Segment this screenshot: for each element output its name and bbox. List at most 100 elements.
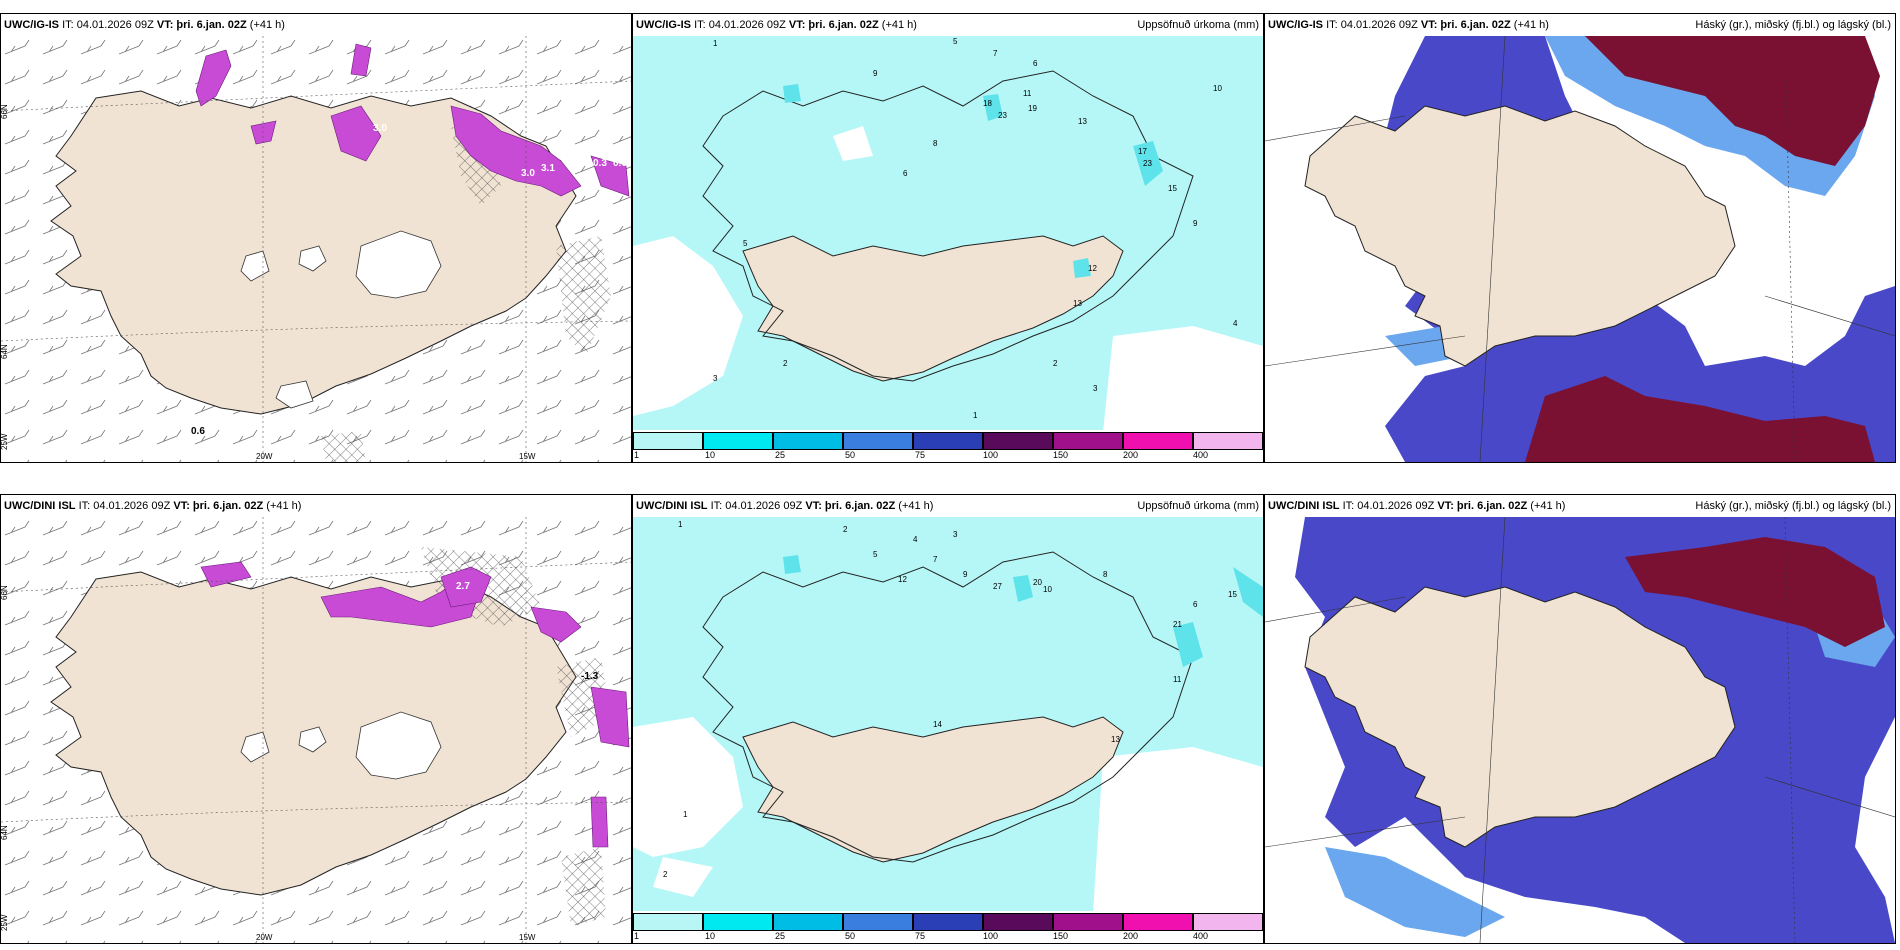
precip-map-panel-bottom: UWC/DINI ISL IT: 04.01.2026 09Z VT: þri.… — [632, 494, 1264, 944]
precip-magenta — [195, 43, 630, 197]
svg-text:10: 10 — [1213, 84, 1222, 93]
colorbar-swatch — [983, 432, 1053, 450]
valid-time: VT: þri. 6.jan. 02Z — [1437, 500, 1528, 512]
colorbar-tick: 75 — [915, 931, 926, 941]
init-time: IT: 04.01.2026 09Z — [694, 19, 786, 31]
svg-text:6: 6 — [903, 169, 908, 178]
grid-lines — [1265, 517, 1895, 943]
wind-map-panel-bottom: UWC/DINI ISL IT: 04.01.2026 09Z VT: þri.… — [0, 494, 632, 944]
high-cloud — [1625, 537, 1885, 647]
glaciers — [240, 711, 442, 780]
colorbar-swatch — [1123, 432, 1193, 450]
lat-label-66: 66N — [1, 585, 9, 600]
svg-text:1: 1 — [678, 520, 683, 529]
iceland-land — [742, 716, 1124, 863]
wind-map-panel-top: UWC/IG-IS IT: 04.01.2026 09Z VT: þri. 6.… — [0, 13, 632, 463]
valid-time: VT: þri. 6.jan. 02Z — [156, 19, 247, 31]
panel-title: UWC/IG-IS IT: 04.01.2026 09Z VT: þri. 6.… — [1265, 14, 1895, 36]
model-name: UWC/IG-IS — [636, 19, 691, 31]
colorbar-tick: 150 — [1053, 450, 1069, 460]
svg-text:6: 6 — [1193, 600, 1198, 609]
lon-label-25: 25W — [1, 433, 9, 450]
svg-text:1: 1 — [683, 810, 688, 819]
colorbar-swatch — [843, 913, 913, 931]
cloud-map-panel-bottom: UWC/DINI ISL IT: 04.01.2026 09Z VT: þri.… — [1264, 494, 1896, 944]
colorbar-tick: 100 — [983, 450, 999, 460]
lead-time: (+41 h) — [898, 500, 934, 512]
product-name: Uppsöfnuð úrkoma (mm) — [1137, 500, 1259, 512]
svg-text:12: 12 — [1088, 264, 1097, 273]
precip-colorbar: 1 10 25 50 75 100 150 200 400 — [633, 430, 1263, 462]
colorbar-swatch — [633, 432, 703, 450]
wind-value: 2.7 — [456, 581, 470, 592]
wind-value: 3.1 — [541, 163, 555, 174]
colorbar-tick: 200 — [1123, 931, 1139, 941]
iceland-coastline — [702, 551, 1194, 863]
model-name: UWC/DINI ISL — [4, 500, 76, 512]
svg-text:14: 14 — [933, 720, 942, 729]
colorbar-tick: 1 — [634, 450, 640, 460]
product-name: Háský (gr.), miðský (fj.bl.) og lágský (… — [1695, 19, 1891, 31]
lon-label-25: 25W — [1, 914, 9, 931]
wind-map[interactable]: 66N 64N 25W 20W 15W -1.3 2.7 1.0 — [1, 517, 631, 943]
svg-text:1: 1 — [973, 411, 978, 420]
model-name: UWC/DINI ISL — [636, 500, 708, 512]
valid-time: VT: þri. 6.jan. 02Z — [1420, 19, 1511, 31]
svg-text:1: 1 — [713, 39, 718, 48]
colorbar-tick: 150 — [1053, 931, 1069, 941]
colorbar-tick: 25 — [775, 450, 786, 460]
wind-value: 3.0 — [521, 168, 535, 179]
high-cloud — [1525, 36, 1880, 462]
colorbar-swatch — [913, 432, 983, 450]
init-time: IT: 04.01.2026 09Z — [78, 500, 171, 512]
precip-map[interactable]: 1 2 4 3 5 7 9 12 27 20 14 10 21 15 13 8 … — [633, 517, 1263, 913]
wind-value: 0.6 — [191, 426, 205, 437]
wind-value: 3.0 — [373, 123, 387, 134]
svg-text:2: 2 — [663, 870, 668, 879]
precip-values: 1 2 4 3 5 7 9 12 27 20 14 10 21 15 13 8 … — [663, 520, 1237, 879]
wind-value: -1.3 — [581, 671, 599, 682]
colorbar-tick: 50 — [845, 931, 856, 941]
precip-magenta — [200, 561, 630, 848]
panel-title: UWC/DINI ISL IT: 04.01.2026 09Z VT: þri.… — [1265, 495, 1895, 517]
model-name: UWC/DINI ISL — [1268, 500, 1340, 512]
svg-text:23: 23 — [998, 111, 1007, 120]
wind-value: 0.6 — [613, 158, 627, 169]
colorbar-tick: 10 — [705, 931, 716, 941]
colorbar-tick: 400 — [1193, 450, 1209, 460]
lead-time: (+41 h) — [249, 19, 285, 31]
panel-title: UWC/DINI ISL IT: 04.01.2026 09Z VT: þri.… — [1, 495, 631, 517]
svg-text:10: 10 — [1043, 585, 1052, 594]
colorbar-swatch — [1193, 913, 1263, 931]
svg-text:6: 6 — [1033, 59, 1038, 68]
cloud-map[interactable] — [1265, 36, 1895, 462]
cloud-map[interactable] — [1265, 517, 1895, 943]
precip-max: 18 — [983, 99, 992, 108]
lat-label-64: 64N — [1, 825, 9, 840]
panel-title: UWC/IG-IS IT: 04.01.2026 09Z VT: þri. 6.… — [1, 14, 631, 36]
svg-text:3: 3 — [713, 374, 718, 383]
svg-text:7: 7 — [993, 49, 998, 58]
init-time: IT: 04.01.2026 09Z — [62, 19, 154, 31]
product-name: Háský (gr.), miðský (fj.bl.) og lágský (… — [1695, 500, 1891, 512]
panel-title: UWC/DINI ISL IT: 04.01.2026 09Z VT: þri.… — [633, 495, 1263, 517]
colorbar-tick: 10 — [705, 450, 716, 460]
lat-label-64: 64N — [1, 344, 9, 359]
valid-time: VT: þri. 6.jan. 02Z — [805, 500, 896, 512]
grid-lines — [1, 517, 631, 943]
valid-time: VT: þri. 6.jan. 02Z — [173, 500, 264, 512]
colorbar-tick: 75 — [915, 450, 926, 460]
iceland-coastline — [702, 70, 1194, 382]
svg-text:9: 9 — [963, 570, 968, 579]
svg-text:2: 2 — [1053, 359, 1058, 368]
wind-map[interactable]: 66N 64N 25W 20W 15W 0.6 3.0 3.0 0.3 0.6 … — [1, 36, 631, 462]
svg-text:3: 3 — [953, 530, 958, 539]
iceland-land — [742, 235, 1124, 382]
lon-label-15: 15W — [519, 452, 536, 461]
colorbar-swatch — [983, 913, 1053, 931]
precip-map[interactable]: 1 5 7 9 6 18 23 19 11 13 17 23 15 10 8 6… — [633, 36, 1263, 432]
lead-time: (+41 h) — [266, 500, 302, 512]
svg-text:11: 11 — [1173, 675, 1182, 684]
heavy-precip — [783, 84, 1163, 278]
svg-text:5: 5 — [953, 37, 958, 46]
